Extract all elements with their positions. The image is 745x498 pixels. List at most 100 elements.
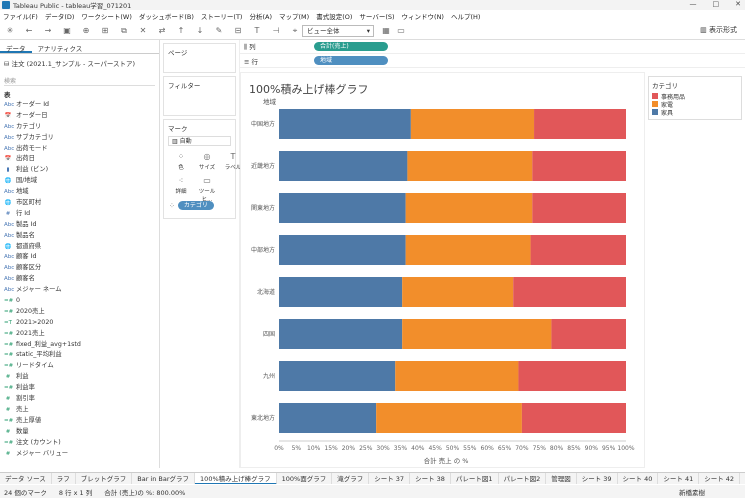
bar-segment[interactable] xyxy=(518,361,626,391)
menu-map[interactable]: マップ(M) xyxy=(279,13,310,21)
tab-analytics[interactable]: アナリティクス xyxy=(37,45,83,53)
pages-card[interactable]: ページ xyxy=(163,43,236,73)
columns-pill[interactable]: 合計(売上) xyxy=(314,42,388,51)
undo-icon[interactable]: ← xyxy=(25,25,33,35)
field-item[interactable]: =# リードタイム xyxy=(4,361,159,372)
sheet-tab[interactable]: 管理図 xyxy=(546,473,577,484)
field-item[interactable]: Abc 製品 Id xyxy=(4,220,159,231)
menu-file[interactable]: ファイル(F) xyxy=(3,13,38,21)
field-item[interactable]: # 割引率 xyxy=(4,394,159,405)
sheet-tab[interactable]: パレート図1 xyxy=(451,473,499,484)
field-item[interactable]: 📅 オーダー日 xyxy=(4,111,159,122)
field-item[interactable]: Abc 顧客名 xyxy=(4,274,159,285)
filters-card[interactable]: フィルター xyxy=(163,76,236,116)
rows-shelf[interactable]: ≡ 行 地域 xyxy=(240,54,745,68)
size-button[interactable]: ◎ サイズ xyxy=(195,151,219,173)
legend-item[interactable]: 事務用品 xyxy=(652,92,738,101)
sheet-tab[interactable]: シート 41 xyxy=(658,473,700,484)
bar-segment[interactable] xyxy=(551,319,626,349)
field-item[interactable]: # 行 Id xyxy=(4,209,159,220)
menu-server[interactable]: サーバー(S) xyxy=(359,13,395,21)
new-datasource-icon[interactable]: ⊕ xyxy=(82,25,90,35)
sheet-tab[interactable]: 100%面グラフ xyxy=(277,473,333,484)
legend-item[interactable]: 家電 xyxy=(652,100,738,109)
field-item[interactable]: Abc サブカテゴリ xyxy=(4,133,159,144)
sheet-tab[interactable]: シート 38 xyxy=(410,473,451,484)
sheet-tab[interactable]: シート 39 xyxy=(577,473,618,484)
redo-icon[interactable]: → xyxy=(44,25,52,35)
field-item[interactable]: 📅 出荷日 xyxy=(4,154,159,165)
field-item[interactable]: 🌐 国/地域 xyxy=(4,176,159,187)
category-color-pill[interactable]: カテゴリ xyxy=(177,201,214,210)
highlight-icon[interactable]: ✎ xyxy=(215,25,223,35)
columns-shelf[interactable]: ⫼ 列 合計(売上) xyxy=(240,40,745,54)
field-item[interactable]: =# 利益率 xyxy=(4,383,159,394)
mark-type-dropdown[interactable]: ▥ 自動 xyxy=(168,136,231,146)
bar-segment[interactable] xyxy=(521,403,626,433)
sort-asc-icon[interactable]: ↑ xyxy=(177,25,185,35)
sheet-tab[interactable]: シート 40 xyxy=(618,473,659,484)
minimize-button[interactable]: — xyxy=(689,0,697,8)
bar-segment[interactable] xyxy=(279,361,396,391)
sheet-tab[interactable]: Bar in Barグラフ xyxy=(132,473,196,484)
color-button[interactable]: ⁘ 色 xyxy=(169,151,193,173)
label-button[interactable]: T ラベル xyxy=(221,151,245,173)
field-item[interactable]: 🌐 市区町村 xyxy=(4,198,159,209)
bar-segment[interactable] xyxy=(279,151,408,181)
bar-segment[interactable] xyxy=(534,109,626,139)
bar-segment[interactable] xyxy=(279,109,411,139)
field-item[interactable]: Abc 出荷モード xyxy=(4,144,159,155)
field-item[interactable]: # 売上 xyxy=(4,405,159,416)
sheet-tab[interactable]: シート 37 xyxy=(369,473,411,484)
rows-pill[interactable]: 地域 xyxy=(314,56,388,65)
field-item[interactable]: Abc 顧客区分 xyxy=(4,263,159,274)
sheet-tab[interactable]: 滝グラフ xyxy=(332,473,370,484)
field-item[interactable]: =T 2021>2020 xyxy=(4,318,159,329)
group-icon[interactable]: ⊟ xyxy=(234,25,242,35)
tableau-home-icon[interactable]: ✳ xyxy=(6,25,14,35)
new-sheet-icon[interactable]: ⊞ xyxy=(101,25,109,35)
close-button[interactable]: ✕ xyxy=(735,0,741,8)
fit-dropdown[interactable]: ビュー全体 ▾ xyxy=(302,25,374,37)
bar-segment[interactable] xyxy=(402,277,514,307)
maximize-button[interactable]: □ xyxy=(712,0,720,8)
field-item[interactable]: # 数量 xyxy=(4,427,159,438)
menu-help[interactable]: ヘルプ(H) xyxy=(450,13,481,21)
bar-segment[interactable] xyxy=(395,361,519,391)
menu-data[interactable]: データ(D) xyxy=(44,13,75,21)
bar-segment[interactable] xyxy=(279,193,406,223)
bar-segment[interactable] xyxy=(530,235,626,265)
field-item[interactable]: Abc オーダー Id xyxy=(4,100,159,111)
show-me-button[interactable]: ▥ 表示形式 xyxy=(700,26,737,34)
sheet-tab[interactable]: シート 43 xyxy=(740,473,745,484)
bar-segment[interactable] xyxy=(405,193,533,223)
menu-worksheet[interactable]: ワークシート(W) xyxy=(81,13,132,21)
bar-segment[interactable] xyxy=(376,403,522,433)
bar-segment[interactable] xyxy=(279,277,403,307)
field-item[interactable]: Abc カテゴリ xyxy=(4,122,159,133)
sheet-tab[interactable]: ブレットグラフ xyxy=(76,473,133,484)
sheet-tab[interactable]: データ ソース xyxy=(0,473,52,484)
field-item[interactable]: Abc 製品名 xyxy=(4,231,159,242)
detail-button[interactable]: ⁖ 詳細 xyxy=(169,175,193,197)
field-item[interactable]: Abc 顧客 Id xyxy=(4,252,159,263)
datasource-item[interactable]: ⛁ 注文 (2021.1_サンプル - スーパーストア) xyxy=(0,54,159,72)
field-item[interactable]: =# static_平均利益 xyxy=(4,350,159,361)
bar-segment[interactable] xyxy=(532,151,626,181)
clear-icon[interactable]: ✕ xyxy=(139,25,147,35)
search-input[interactable]: 検索 xyxy=(4,76,155,86)
menu-window[interactable]: ウィンドウ(N) xyxy=(401,13,444,21)
bar-segment[interactable] xyxy=(407,151,533,181)
labels-icon[interactable]: T xyxy=(254,25,260,35)
sheet-tab[interactable]: 100%積み上げ棒グラフ xyxy=(195,473,277,484)
bar-segment[interactable] xyxy=(402,319,552,349)
bar-segment[interactable] xyxy=(279,235,406,265)
fix-axes-icon[interactable]: ⊣ xyxy=(272,25,280,35)
legend-item[interactable]: 家具 xyxy=(652,108,738,117)
field-item[interactable]: =# 売上厚値 xyxy=(4,416,159,427)
menu-analysis[interactable]: 分析(A) xyxy=(249,13,272,21)
tooltip-button[interactable]: ▭ ツールヒ... xyxy=(195,175,219,203)
bar-segment[interactable] xyxy=(405,235,531,265)
bar-segment[interactable] xyxy=(279,403,377,433)
field-item[interactable]: 🌐 都道府県 xyxy=(4,242,159,253)
